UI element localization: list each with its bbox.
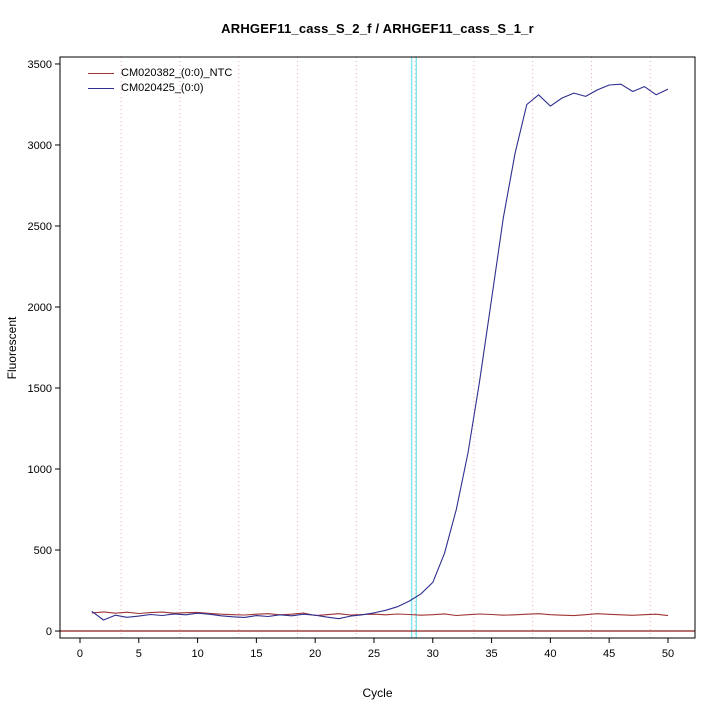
x-tick-label: 10 bbox=[191, 648, 203, 660]
y-tick-label: 2000 bbox=[28, 302, 52, 314]
x-tick-label: 30 bbox=[427, 648, 439, 660]
x-tick-label: 0 bbox=[77, 648, 83, 660]
y-tick-label: 500 bbox=[34, 545, 52, 557]
x-tick-label: 40 bbox=[544, 648, 556, 660]
x-tick-label: 45 bbox=[603, 648, 615, 660]
x-tick-label: 20 bbox=[309, 648, 321, 660]
legend-line-swatch-blue bbox=[88, 88, 114, 89]
y-tick-label: 0 bbox=[46, 626, 52, 638]
y-tick-label: 1000 bbox=[28, 464, 52, 476]
x-tick-label: 5 bbox=[136, 648, 142, 660]
y-tick-label: 2500 bbox=[28, 221, 52, 233]
x-axis-label: Cycle bbox=[362, 686, 393, 700]
legend-line-swatch-red bbox=[88, 73, 114, 74]
legend-item-sample: CM020425_(0:0) bbox=[88, 81, 232, 96]
series-line-1 bbox=[91, 83, 669, 621]
x-tick-label: 50 bbox=[662, 648, 674, 660]
x-tick-label: 25 bbox=[368, 648, 380, 660]
legend-item-ntc: CM020382_(0:0)_NTC bbox=[88, 66, 232, 81]
legend: CM020382_(0:0)_NTC CM020425_(0:0) bbox=[88, 66, 232, 96]
y-tick-label: 1500 bbox=[28, 383, 52, 395]
plot-border bbox=[59, 56, 696, 639]
chart-title: ARHGEF11_cass_S_2_f / ARHGEF11_cass_S_1_… bbox=[221, 21, 534, 36]
series-line-0 bbox=[91, 611, 669, 617]
x-tick-label: 35 bbox=[485, 648, 497, 660]
legend-label: CM020382_(0:0)_NTC bbox=[121, 67, 233, 79]
y-tick-label: 3000 bbox=[28, 140, 52, 152]
y-tick-label: 3500 bbox=[28, 59, 52, 71]
x-tick-label: 15 bbox=[250, 648, 262, 660]
y-axis-label: Fluorescent bbox=[5, 316, 19, 380]
legend-label: CM020425_(0:0) bbox=[121, 82, 204, 94]
